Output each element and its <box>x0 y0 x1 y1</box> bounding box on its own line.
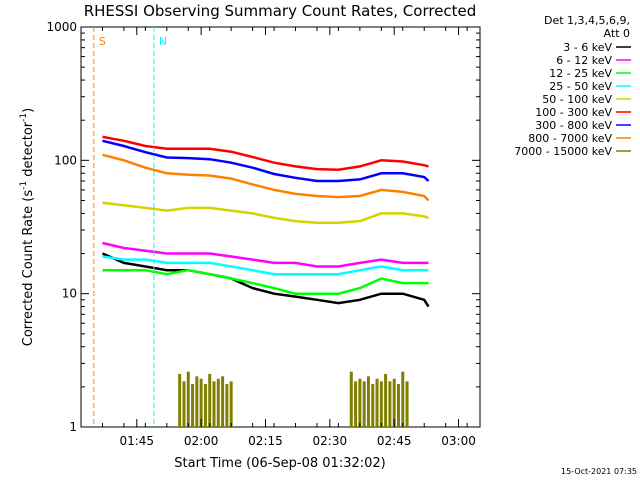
legend-label: 25 - 50 keV <box>549 80 612 93</box>
y-axis-label-mid: detector <box>21 121 36 181</box>
legend-label: 3 - 6 keV <box>563 41 612 54</box>
y-tick-label: 100 <box>54 153 77 167</box>
legend-label: 7000 - 15000 keV <box>514 145 612 158</box>
legend-label: 300 - 800 keV <box>535 119 612 132</box>
annotation-label: S <box>99 35 106 48</box>
series-line <box>102 201 429 225</box>
y-axis-label-sup1: -1 <box>19 181 29 190</box>
legend-label: 100 - 300 keV <box>535 106 612 119</box>
legend-label: 800 - 7000 keV <box>528 132 612 145</box>
x-tick-label: 03:00 <box>441 434 476 448</box>
x-tick-label: 01:45 <box>119 434 154 448</box>
footer-date: 15-Oct-2021 07:35 <box>561 467 637 476</box>
legend-label: 50 - 100 keV <box>542 93 612 106</box>
y-tick-label: 1 <box>69 420 77 434</box>
y-axis-label: Corrected Count Rate (s-1 detector-1) <box>19 108 36 346</box>
plot-frame <box>80 26 481 428</box>
series-line <box>102 255 429 276</box>
x-tick-label: 02:15 <box>248 434 283 448</box>
legend-label: 6 - 12 keV <box>556 54 612 67</box>
x-tick-label: 02:45 <box>377 434 412 448</box>
series-line <box>101 252 430 308</box>
y-axis-label-end: ) <box>21 108 36 113</box>
series-line <box>102 153 430 202</box>
series-line <box>102 241 429 268</box>
series-line <box>102 139 430 183</box>
legend-label: 12 - 25 keV <box>549 67 612 80</box>
annotation-label: N <box>159 35 167 48</box>
x-axis-label: Start Time (06-Sep-08 01:32:02) <box>174 456 385 471</box>
axis-ticks: 1 10 100 1000 01:45 02:00 02:15 02:30 02:45 03:00 <box>46 20 480 448</box>
x-tick-label: 02:30 <box>313 434 348 448</box>
series-line <box>102 268 429 295</box>
y-tick-label: 10 <box>62 287 77 301</box>
legend-header-1: Det 1,3,4,5,6,9, <box>544 14 630 27</box>
y-axis-label-sup2: -1 <box>19 113 29 122</box>
y-tick-label: 1000 <box>46 20 77 34</box>
y-axis-label-main: Corrected Count Rate (s <box>21 190 36 347</box>
chart-title: RHESSI Observing Summary Count Rates, Co… <box>84 2 477 20</box>
x-tick-label: 02:00 <box>184 434 219 448</box>
legend-header-2: Att 0 <box>604 27 630 40</box>
series-line <box>102 135 429 171</box>
series-layer <box>101 135 430 427</box>
